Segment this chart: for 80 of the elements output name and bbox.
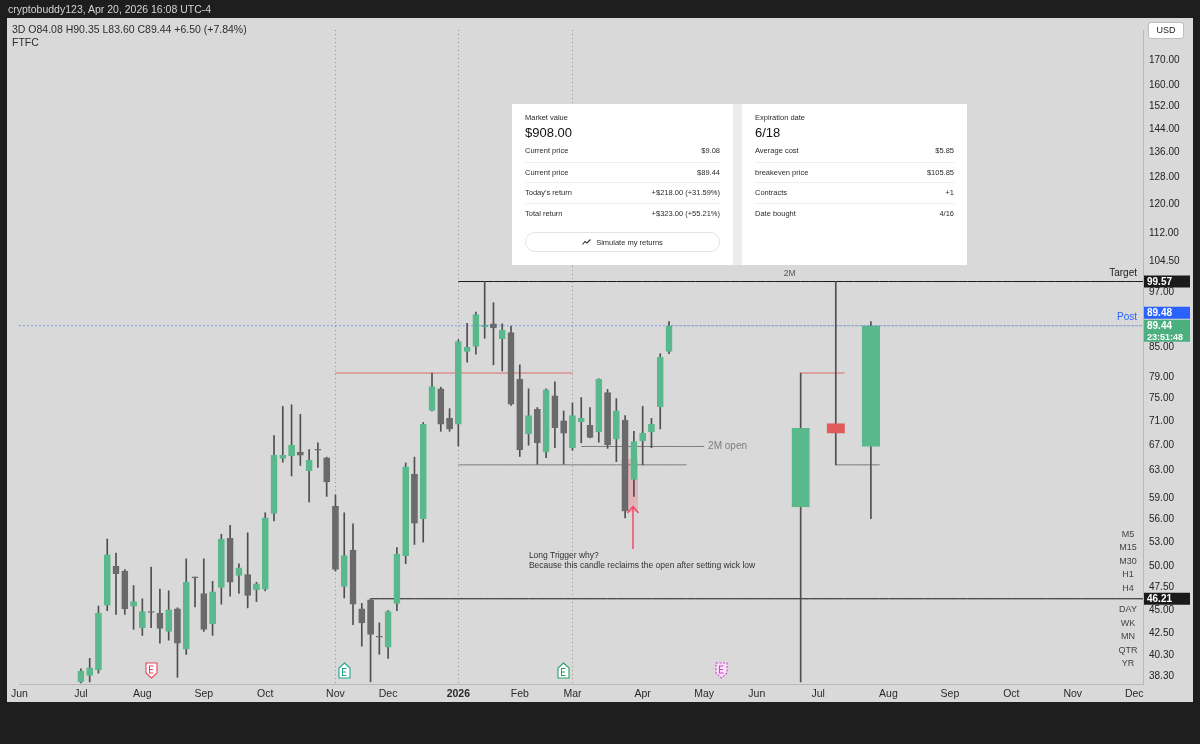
y-tick-label: 50.00 xyxy=(1149,559,1175,571)
candlestick xyxy=(279,406,287,463)
y-tick-label: 144.00 xyxy=(1149,122,1181,134)
y-tick-label: 47.50 xyxy=(1149,581,1175,593)
y-tick-label: 112.00 xyxy=(1149,226,1180,238)
series-label: Target xyxy=(1109,267,1138,279)
x-tick-label: Jun xyxy=(11,687,29,700)
y-tick-label: 40.30 xyxy=(1149,649,1175,661)
x-tick-label: Nov xyxy=(326,687,346,700)
annotation: DAY xyxy=(1118,604,1138,615)
candlestick xyxy=(498,323,506,372)
y-tick-label: 79.00 xyxy=(1149,370,1175,382)
annotation: M30 xyxy=(1118,555,1138,566)
candlestick xyxy=(463,322,471,363)
candlestick xyxy=(314,442,322,468)
annotation: WK xyxy=(1119,617,1137,628)
y-tick-label: 59.00 xyxy=(1149,491,1175,503)
x-tick-label: Sep xyxy=(194,687,214,700)
data-label: 89.48 xyxy=(1147,307,1173,319)
candlestick xyxy=(639,406,647,466)
y-tick-label: 75.00 xyxy=(1149,392,1175,404)
chart-title: 3D O84.08 H90.35 L83.60 C89.44 +6.50 (+7.84%) xyxy=(12,23,247,36)
y-tick-label: 152.00 xyxy=(1149,100,1181,112)
x-tick-label: Oct xyxy=(257,687,274,700)
x-tick-label: May xyxy=(694,687,715,700)
y-tick-label: 136.00 xyxy=(1149,146,1181,158)
data-label: 89.44 xyxy=(1147,320,1173,332)
y-axis-title: USD xyxy=(1148,22,1184,39)
x-tick-label: Nov xyxy=(1063,687,1083,700)
y-tick-label: 63.00 xyxy=(1149,464,1175,476)
data-label: 99.57 xyxy=(1147,275,1173,287)
x-tick-label: Oct xyxy=(1003,687,1020,700)
y-tick-label: 53.00 xyxy=(1149,535,1175,547)
annotation: Long Trigger why? Because this candle reclaims the open after setting wick low xyxy=(528,550,756,571)
x-tick-label: Aug xyxy=(879,687,898,700)
y-tick-label: 120.00 xyxy=(1149,198,1181,210)
y-tick-label: 71.00 xyxy=(1149,415,1175,427)
x-tick-label: 2026 xyxy=(446,687,471,700)
text: 23:51:48 xyxy=(1147,331,1184,342)
candlestick xyxy=(577,397,585,444)
y-tick-label: 38.30 xyxy=(1149,670,1175,682)
x-tick-label: Jul xyxy=(74,687,88,700)
y-tick-label: 97.00 xyxy=(1149,286,1175,298)
x-tick-label: Mar xyxy=(563,687,582,700)
x-tick-label: Dec xyxy=(1124,687,1144,700)
y-tick-label: 45.00 xyxy=(1149,603,1175,615)
annotation: MN xyxy=(1120,631,1136,642)
y-tick-label: 170.00 xyxy=(1149,54,1181,66)
candlestick xyxy=(826,281,845,466)
x-tick-label: Apr xyxy=(634,687,652,700)
annotation: H4 xyxy=(1121,582,1135,593)
annotation: $908.00 xyxy=(525,125,572,140)
series-label: 2M open xyxy=(708,440,748,452)
annotation: M5 xyxy=(1120,528,1136,539)
x-tick-label: Feb xyxy=(510,687,529,700)
y-tick-label: 128.00 xyxy=(1149,171,1181,183)
annotation: M15 xyxy=(1118,542,1138,553)
y-tick-label: 42.50 xyxy=(1149,627,1175,639)
annotation: 6/18 xyxy=(755,125,781,140)
x-tick-label: Sep xyxy=(940,687,960,700)
annotation: 2M xyxy=(783,267,796,279)
annotation: H1 xyxy=(1121,569,1135,580)
text: cryptobuddy123, Apr 20, 2026 16:08 UTC-4 xyxy=(8,3,212,16)
candlestick xyxy=(305,449,313,503)
legend-label: Post xyxy=(1116,311,1138,323)
text: FTFC xyxy=(12,36,39,49)
candlestick xyxy=(560,410,568,465)
x-tick-label: Jul xyxy=(811,687,825,700)
x-tick-label: Aug xyxy=(133,687,152,700)
y-tick-label: 104.50 xyxy=(1149,255,1181,267)
y-tick-label: 67.00 xyxy=(1149,439,1175,451)
candlestick xyxy=(191,576,199,608)
y-tick-label: 85.00 xyxy=(1149,340,1175,352)
x-tick-label: Dec xyxy=(378,687,398,700)
annotation: QTR xyxy=(1117,644,1139,655)
y-tick-label: 160.00 xyxy=(1149,79,1181,91)
data-label: 46.21 xyxy=(1147,593,1173,605)
annotation: YR xyxy=(1120,658,1136,669)
x-tick-label: Jun xyxy=(748,687,766,700)
y-tick-label: 56.00 xyxy=(1149,513,1175,525)
